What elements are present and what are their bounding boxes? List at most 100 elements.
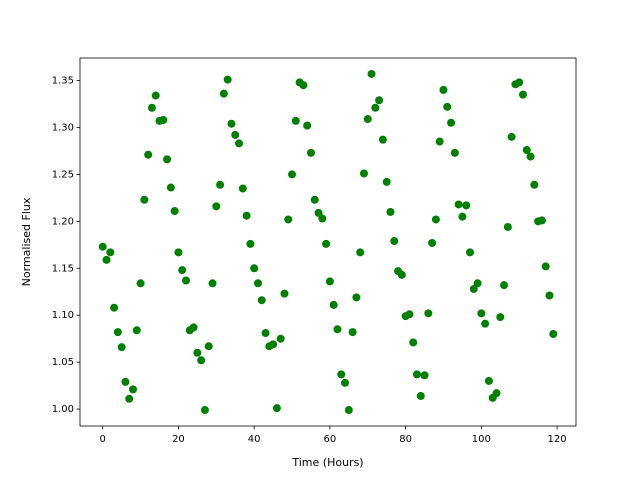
point — [344, 406, 353, 415]
y-tick-label: 1.00 — [52, 404, 74, 415]
point — [216, 180, 225, 189]
point — [375, 96, 384, 105]
point — [261, 329, 270, 338]
point — [522, 146, 531, 154]
point — [246, 239, 255, 248]
point — [541, 262, 550, 271]
point — [170, 207, 179, 216]
point — [147, 103, 156, 112]
point — [257, 296, 266, 305]
point — [428, 238, 437, 247]
point — [303, 121, 312, 130]
point — [515, 78, 524, 87]
point — [371, 103, 380, 112]
point — [189, 323, 198, 332]
point — [200, 406, 209, 415]
point — [310, 195, 319, 204]
point — [518, 90, 527, 99]
point — [238, 184, 247, 193]
point — [144, 150, 153, 159]
point — [197, 356, 206, 365]
point — [507, 132, 516, 141]
point — [113, 328, 122, 337]
point — [163, 155, 172, 164]
point — [378, 135, 387, 144]
point — [439, 85, 448, 94]
point — [530, 180, 539, 189]
y-tick-label: 1.10 — [52, 310, 74, 321]
point — [212, 202, 221, 211]
point — [166, 183, 175, 192]
point — [288, 170, 297, 179]
point — [102, 255, 111, 264]
point — [242, 211, 251, 220]
point — [110, 303, 119, 312]
x-tick-label: 100 — [472, 434, 491, 445]
point — [159, 115, 168, 124]
point — [299, 81, 308, 90]
point — [435, 137, 444, 146]
point — [140, 195, 149, 204]
point — [284, 215, 293, 224]
point — [447, 118, 456, 127]
y-tick-label: 1.35 — [52, 76, 74, 87]
point — [526, 152, 535, 161]
point — [405, 310, 414, 319]
point — [306, 148, 315, 157]
point — [420, 371, 429, 380]
point — [227, 119, 236, 128]
point — [106, 248, 115, 257]
point — [469, 284, 478, 293]
x-tick-label: 120 — [548, 434, 567, 445]
point — [481, 319, 490, 328]
point — [341, 378, 350, 387]
point — [193, 348, 202, 357]
point — [253, 279, 262, 288]
point — [352, 293, 361, 302]
point — [390, 237, 399, 246]
point — [231, 130, 240, 139]
y-tick-label: 1.20 — [52, 216, 74, 227]
point — [545, 291, 554, 300]
point — [450, 148, 459, 157]
point — [458, 212, 467, 221]
point — [496, 313, 505, 322]
point — [363, 115, 372, 124]
point — [443, 102, 452, 111]
x-tick-label: 20 — [172, 434, 185, 445]
x-tick-label: 40 — [248, 434, 261, 445]
point — [322, 239, 331, 248]
point — [348, 328, 357, 337]
point — [276, 334, 285, 343]
point — [359, 169, 368, 178]
point — [250, 264, 259, 273]
point — [492, 389, 501, 398]
point — [219, 89, 228, 98]
y-tick-label: 1.25 — [52, 169, 74, 180]
point — [269, 340, 278, 349]
y-tick-label: 1.15 — [52, 263, 74, 274]
point — [98, 242, 107, 251]
point — [272, 404, 281, 413]
point — [223, 75, 232, 84]
point — [174, 248, 183, 257]
point — [208, 279, 217, 288]
y-axis-label: Normalised Flux — [20, 197, 33, 286]
point — [318, 214, 327, 223]
y-tick-label: 1.30 — [52, 122, 74, 133]
point — [117, 343, 126, 352]
point — [386, 207, 395, 216]
point — [178, 266, 187, 275]
point — [382, 177, 391, 186]
point — [291, 116, 300, 125]
point — [204, 342, 213, 351]
point — [333, 325, 342, 334]
point — [132, 326, 141, 335]
point — [454, 200, 463, 209]
x-axis-label: Time (Hours) — [291, 456, 363, 469]
point — [484, 376, 493, 385]
point — [356, 248, 365, 257]
x-tick-label: 0 — [100, 434, 106, 445]
point — [121, 377, 130, 386]
